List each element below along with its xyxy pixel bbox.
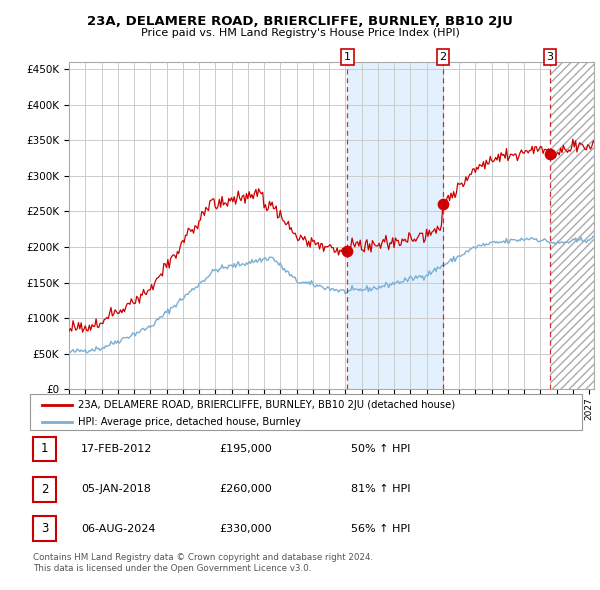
Text: £330,000: £330,000 [219,524,272,533]
Bar [550,62,594,389]
Text: 17-FEB-2012: 17-FEB-2012 [81,444,152,454]
Text: 05-JAN-2018: 05-JAN-2018 [81,484,151,494]
Text: 23A, DELAMERE ROAD, BRIERCLIFFE, BURNLEY, BB10 2JU: 23A, DELAMERE ROAD, BRIERCLIFFE, BURNLEY… [87,15,513,28]
Text: 56% ↑ HPI: 56% ↑ HPI [351,524,410,533]
Text: 3: 3 [41,522,48,535]
Text: £195,000: £195,000 [219,444,272,454]
Text: 1: 1 [41,442,48,455]
Text: 1: 1 [344,52,351,62]
Text: 06-AUG-2024: 06-AUG-2024 [81,524,155,533]
Text: 50% ↑ HPI: 50% ↑ HPI [351,444,410,454]
Text: 81% ↑ HPI: 81% ↑ HPI [351,484,410,494]
Text: Contains HM Land Registry data © Crown copyright and database right 2024.: Contains HM Land Registry data © Crown c… [33,553,373,562]
Text: HPI: Average price, detached house, Burnley: HPI: Average price, detached house, Burn… [78,418,301,427]
Point [438,199,448,209]
Text: Price paid vs. HM Land Registry's House Price Index (HPI): Price paid vs. HM Land Registry's House … [140,28,460,38]
Point [343,246,352,255]
Point [545,150,555,159]
Text: £260,000: £260,000 [219,484,272,494]
Text: 3: 3 [547,52,554,62]
Text: 23A, DELAMERE ROAD, BRIERCLIFFE, BURNLEY, BB10 2JU (detached house): 23A, DELAMERE ROAD, BRIERCLIFFE, BURNLEY… [78,400,455,409]
Text: 2: 2 [41,483,48,496]
Text: 2: 2 [439,52,446,62]
Bar [347,62,443,389]
Text: This data is licensed under the Open Government Licence v3.0.: This data is licensed under the Open Gov… [33,565,311,573]
